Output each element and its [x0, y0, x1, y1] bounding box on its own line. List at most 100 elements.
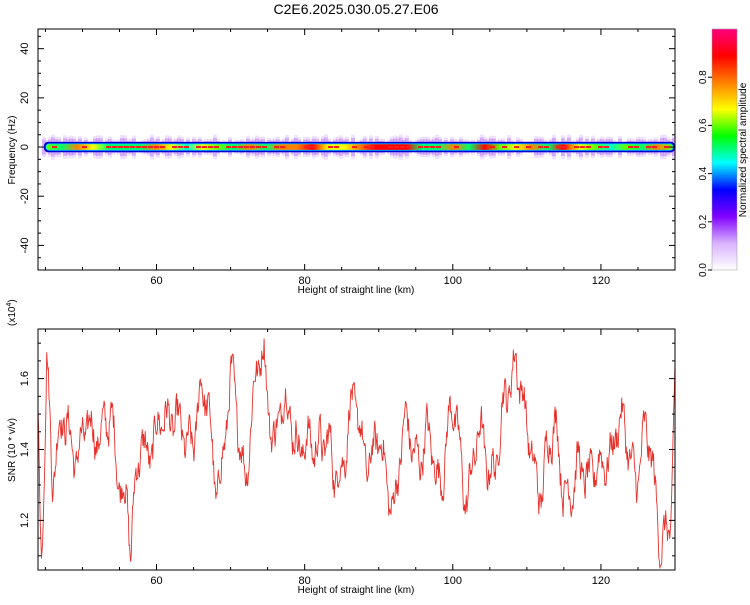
- spectrogram-peak-cell: [178, 146, 183, 149]
- snr-y-ticks: 1.2 1.4 1.6: [19, 342, 675, 557]
- snr-x-label: Height of straight line (km): [298, 585, 415, 596]
- spectrogram-peak-cell: [112, 146, 117, 149]
- spectrogram-peak-cell: [574, 146, 579, 149]
- spectrogram-peak-cell: [142, 146, 147, 149]
- snr-y-tick-label: 1.4: [19, 442, 31, 457]
- spectrogram-panel: 60 80 100 120 -40 -20 0 20 40 Height of straigh…: [7, 28, 676, 296]
- spectrogram-peak-cell: [430, 146, 435, 149]
- spectrogram-peak-cell: [148, 146, 153, 149]
- spectrogram-peak-cell: [634, 146, 639, 149]
- spectrogram-peak-cell: [388, 146, 393, 149]
- spectrogram-peak-cell: [394, 146, 399, 149]
- spectrogram-peak-cell: [250, 146, 255, 149]
- spectrogram-peak-cell: [226, 146, 231, 149]
- spectrogram-peak-cell: [184, 146, 189, 149]
- snr-y-label: SNR (10 * v/v): [7, 418, 18, 482]
- spectrogram-y-label: Frequency (Hz): [7, 116, 18, 185]
- spectrogram-x-tick-label: 80: [299, 275, 311, 287]
- snr-y-multiplier-exp: 4: [6, 303, 13, 307]
- spectrogram-y-tick-label: -20: [19, 188, 31, 204]
- spectrogram-peak-cell: [556, 146, 561, 149]
- spectrogram-band-core: [46, 143, 673, 151]
- spectrogram-peak-cell: [82, 146, 87, 149]
- snr-x-tick-label: 60: [150, 575, 162, 587]
- spectrogram-peak-cell: [208, 146, 213, 149]
- snr-x-tick-label: 100: [444, 575, 462, 587]
- spectrogram-peak-cell: [328, 146, 333, 149]
- spectrogram-peak-cell: [238, 146, 243, 149]
- spectrogram-peak-cell: [304, 146, 309, 149]
- spectrogram-peak-cell: [232, 146, 237, 149]
- spectrogram-y-tick-label: 20: [19, 92, 31, 104]
- spectrogram-peak-cell: [160, 146, 165, 149]
- spectrogram-peak-cell: [214, 146, 219, 149]
- spectrogram-y-tick-label: 0: [19, 144, 31, 150]
- spectrogram-peak-cell: [604, 146, 609, 149]
- snr-y-multiplier: (x104): [6, 299, 18, 326]
- snr-plot: [38, 338, 675, 569]
- spectrogram-peak-cell: [424, 146, 429, 149]
- colorbar-tick-label: 0.0: [698, 263, 709, 277]
- colorbar-frame: [711, 28, 738, 271]
- snr-x-ticks: 60 80 100 120: [44, 329, 676, 587]
- spectrogram-peak-cell: [562, 146, 567, 149]
- spectrogram-y-ticks: -40 -20 0 20 40: [19, 35, 675, 271]
- spectrogram-frame: [37, 28, 676, 271]
- spectrogram-peak-cell: [280, 146, 285, 149]
- spectrogram-peak-cell: [196, 146, 201, 149]
- spectrogram-peak-cell: [580, 146, 585, 149]
- snr-y-tick-label: 1.2: [19, 513, 31, 528]
- spectrogram-peak-cell: [172, 146, 177, 149]
- spectrogram-peak-cell: [406, 146, 411, 149]
- snr-series-line: [38, 338, 675, 569]
- spectrogram-peak-cell: [352, 146, 357, 149]
- colorbar-gradient: [712, 29, 737, 270]
- spectrogram-peak-cell: [454, 146, 459, 149]
- spectrogram-peak-cell: [400, 146, 405, 149]
- snr-y-multiplier-close: ): [7, 299, 18, 302]
- spectrogram-peak-cell: [274, 146, 279, 149]
- spectrogram-peak-cell: [544, 146, 549, 149]
- spectrogram-plot: [42, 134, 675, 160]
- colorbar-tick-label: 0.8: [698, 70, 709, 84]
- spectrogram-peak-cell: [628, 146, 633, 149]
- spectrogram-x-tick-label: 120: [592, 275, 610, 287]
- spectrogram-peak-cell: [646, 146, 651, 149]
- spectrogram-peak-cell: [52, 146, 57, 149]
- colorbar-tick-label: 0.4: [698, 166, 709, 180]
- spectrogram-peak-cell: [526, 146, 531, 149]
- snr-y-multiplier-base: (x10: [7, 306, 18, 326]
- spectrogram-peak-cell: [106, 146, 111, 149]
- spectrogram-peak-cell: [334, 146, 339, 149]
- spectrogram-peak-cell: [490, 146, 495, 149]
- spectrogram-peak-cell: [514, 146, 519, 149]
- spectrogram-peak-cell: [370, 146, 375, 149]
- colorbar-label: Normalized spectral amplitude: [738, 82, 749, 217]
- spectrogram-peak-cell: [154, 146, 159, 149]
- spectrogram-peak-cell: [664, 146, 669, 149]
- spectrogram-y-tick-label: -40: [19, 237, 31, 253]
- spectrogram-peak-cell: [136, 146, 141, 149]
- spectrogram-peak-cell: [244, 146, 249, 149]
- spectrogram-peak-cell: [586, 146, 591, 149]
- chart-title: C2E6.2025.030.05.27.E06: [273, 1, 438, 17]
- colorbar: 0.0 0.2 0.4 0.6 0.8 Normalized spectral ampl…: [698, 28, 749, 277]
- colorbar-ticks: 0.0 0.2 0.4 0.6 0.8: [698, 70, 712, 277]
- snr-panel: 60 80 100 120 1.2 1.4 1.6 Height of straight …: [6, 299, 676, 596]
- spectrogram-x-label: Height of straight line (km): [298, 285, 415, 296]
- spectrogram-peak-cell: [538, 146, 543, 149]
- spectrogram-x-ticks: 60 80 100 120: [44, 29, 676, 287]
- spectrogram-peak-cell: [256, 146, 261, 149]
- snr-x-tick-label: 80: [299, 575, 311, 587]
- snr-x-tick-label: 120: [592, 575, 610, 587]
- spectrogram-peak-cell: [598, 146, 603, 149]
- spectrogram-peak-cell: [418, 146, 423, 149]
- spectrogram-peak-cell: [436, 146, 441, 149]
- spectrogram-y-tick-label: 40: [19, 43, 31, 55]
- colorbar-tick-label: 0.2: [698, 214, 709, 228]
- spectrogram-peak-cell: [124, 146, 129, 149]
- spectrogram-x-tick-label: 60: [150, 275, 162, 287]
- spectrogram-peak-cell: [130, 146, 135, 149]
